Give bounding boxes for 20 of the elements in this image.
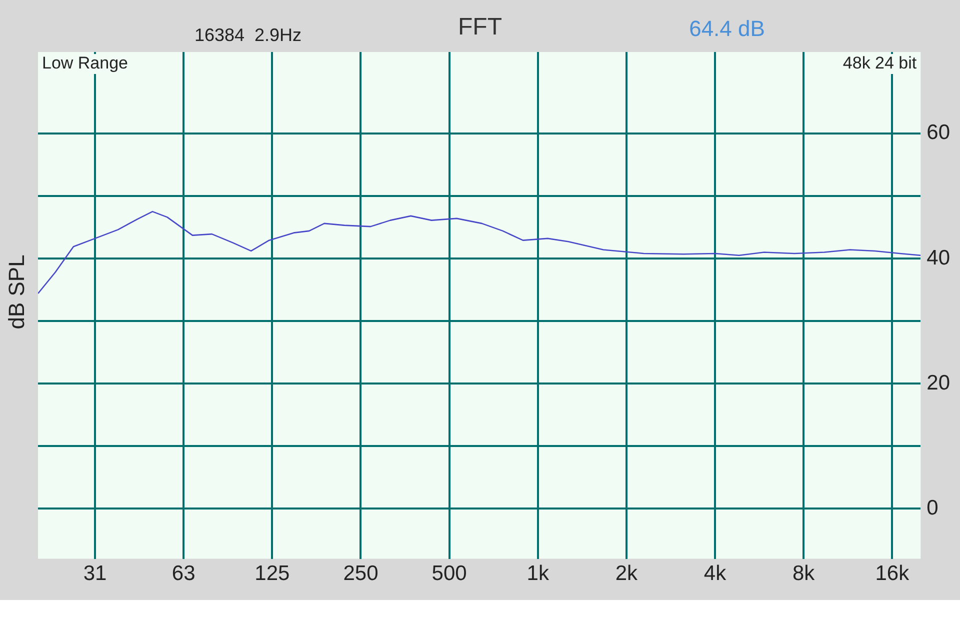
x-tick-label: 500 (432, 562, 467, 586)
x-tick-label: 4k (704, 562, 727, 586)
x-tick-label: 63 (172, 562, 196, 586)
chart-title: FFT (458, 14, 502, 41)
x-tick-label: 1k (526, 562, 550, 586)
text: 16384 2.9Hz (194, 24, 302, 45)
y-tick-label: 40 (926, 246, 950, 270)
x-tick-label: 31 (83, 562, 107, 586)
y-tick-label: 20 (926, 371, 950, 394)
text: 64.4 dB (689, 16, 765, 42)
y-axis-title: dB SPL (4, 254, 30, 330)
x-tick-label: 125 (254, 562, 290, 586)
x-tick-label: 2k (615, 562, 638, 586)
annotation: Low Range (42, 54, 128, 73)
x-tick-label: 16k (875, 562, 910, 586)
annotation: 48k 24 bit (842, 54, 917, 73)
y-tick-label: 60 (926, 121, 950, 144)
x-tick-label: 8k (792, 562, 816, 586)
y-tick-label: 0 (926, 496, 938, 520)
x-tick-label: 250 (343, 562, 378, 586)
